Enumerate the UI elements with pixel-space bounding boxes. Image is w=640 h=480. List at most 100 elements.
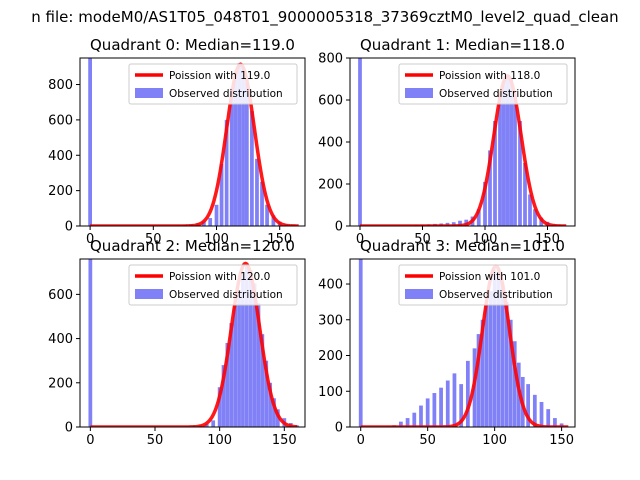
legend-box (128, 63, 298, 105)
hist-bar (265, 204, 269, 226)
y-tick-label: 400 (318, 278, 343, 293)
hist-bar (533, 209, 537, 226)
chart-panel-0: 0 50 100 150 0 200 400 600 800 Quadrant 0: Median… (48, 36, 306, 247)
y-tick-label: 400 (318, 136, 343, 151)
hist-bar (553, 418, 557, 427)
hist-bar (256, 303, 261, 427)
hist-bar (268, 382, 272, 427)
hist-bar (214, 204, 219, 226)
hist-bar (225, 343, 230, 427)
hist-bar (405, 418, 410, 427)
hist-bar (260, 334, 265, 427)
hist-bar (528, 194, 532, 226)
hist-bar (252, 283, 257, 427)
hist-bar (233, 305, 238, 427)
hist-bar (492, 269, 497, 427)
hist-bar (452, 373, 457, 427)
hist-bar (237, 63, 242, 226)
x-tick-label: 150 (535, 232, 560, 247)
panel-title: Quadrant 3: Median=101.0 (360, 237, 565, 255)
y-tick-label: 800 (318, 52, 343, 67)
y-tick-label: 200 (48, 376, 73, 391)
hist-bar (221, 365, 226, 427)
legend-box (398, 264, 568, 306)
panel-title: Quadrant 0: Median=119.0 (90, 36, 295, 54)
hist-bar (208, 218, 213, 226)
x-tick-label: 150 (267, 232, 292, 247)
y-tick-label: 400 (48, 149, 73, 164)
legend-patch-swatch (405, 289, 433, 299)
hist-bar (559, 423, 564, 427)
axes-frame (79, 57, 306, 227)
poisson-curve (359, 74, 567, 226)
legend-patch-swatch (135, 88, 163, 98)
hist-bar (217, 387, 222, 427)
chart-panel-3: 0 50 100 150 0 100 200 300 400 Quadrant 3: Median… (318, 237, 576, 448)
legend-entry-poisson: Poission with 118.0 (439, 70, 540, 82)
y-tick-label: 800 (48, 78, 73, 93)
hist-bar (204, 423, 209, 427)
y-tick-label: 300 (318, 313, 343, 328)
x-tick-label: 0 (86, 232, 94, 247)
hist-bar (255, 158, 259, 226)
hist-bar (500, 284, 505, 427)
hist-bar (88, 259, 93, 427)
legend: Poission with 101.0 Observed distribution (398, 264, 568, 306)
hist-bar (513, 95, 517, 226)
hist-bar (425, 398, 430, 427)
hist-bar (224, 119, 229, 226)
plot-area (88, 58, 300, 226)
x-tick-label: 50 (147, 433, 164, 448)
hist-bar (260, 181, 264, 226)
hist-bar (248, 270, 253, 427)
x-tick-label: 100 (473, 232, 498, 247)
hist-bar (493, 121, 497, 226)
hist-bar (250, 111, 254, 226)
hist-bar (219, 164, 224, 226)
hist-bar (498, 95, 502, 226)
hist-bar (202, 221, 206, 226)
hist-bar (480, 319, 485, 427)
legend-entry-observed: Observed distribution (439, 289, 553, 301)
axes-frame (349, 258, 576, 428)
plot-area (358, 259, 569, 427)
legend-entry-observed: Observed distribution (439, 88, 553, 100)
poisson-curve (89, 62, 300, 226)
hist-bar (237, 289, 241, 427)
y-tick-label: 600 (48, 288, 73, 303)
hist-bar (496, 273, 501, 427)
y-tick-label: 200 (318, 178, 343, 193)
x-tick-label: 0 (86, 433, 94, 448)
x-tick-label: 100 (482, 433, 507, 448)
legend: Poission with 118.0 Observed distribution (398, 63, 568, 105)
hist-bar (526, 384, 530, 427)
x-tick-label: 100 (204, 232, 229, 247)
hist-bar (504, 301, 509, 427)
legend: Poission with 120.0 Observed distribution (128, 264, 298, 306)
hist-bar (211, 420, 216, 427)
legend-entry-observed: Observed distribution (169, 289, 283, 301)
hist-bar (271, 215, 276, 226)
hist-bar (419, 405, 423, 427)
hist-bar (229, 88, 234, 226)
panel-title: Quadrant 1: Median=118.0 (360, 36, 565, 54)
hist-bar (88, 58, 92, 226)
legend: Poission with 119.0 Observed distribution (128, 63, 298, 105)
hist-bar (465, 360, 470, 427)
y-tick-label: 100 (318, 385, 343, 400)
legend-box (128, 264, 298, 306)
hist-bar (483, 181, 487, 226)
hist-bar (488, 291, 493, 427)
y-tick-label: 600 (318, 94, 343, 109)
hist-bar (484, 305, 489, 427)
hist-bar (512, 341, 517, 427)
figure-suptitle: n file: modeM0/AS1T05_048T01_9000005318_… (31, 8, 618, 27)
y-tick-label: 0 (65, 220, 73, 235)
x-tick-label: 0 (357, 433, 365, 448)
hist-bar (518, 121, 522, 226)
hist-bar (523, 163, 527, 226)
hist-bar (358, 58, 362, 226)
hist-bar (501, 81, 506, 226)
hist-bar (233, 70, 238, 226)
